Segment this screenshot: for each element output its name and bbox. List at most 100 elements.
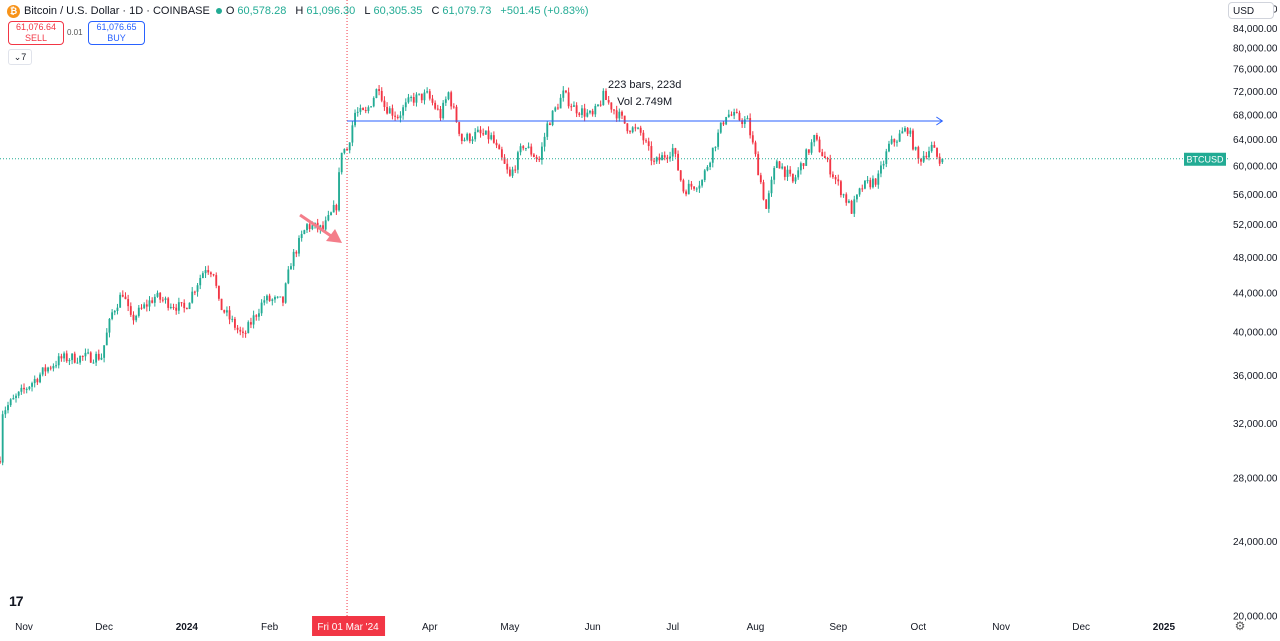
candle-body <box>810 142 813 153</box>
candle-body <box>89 352 92 363</box>
candle-body <box>121 294 124 297</box>
candle-body <box>783 166 786 177</box>
candle <box>116 303 119 315</box>
candle-body <box>565 90 567 93</box>
candle <box>818 136 821 153</box>
candle <box>466 132 469 142</box>
candle <box>618 108 621 122</box>
candle <box>185 307 188 310</box>
candle-body <box>557 107 559 109</box>
candle-body <box>711 147 714 163</box>
buy-button[interactable]: 61,076.65 BUY <box>88 21 145 45</box>
candle-body <box>81 356 84 358</box>
candle <box>60 353 63 362</box>
candle-body <box>412 97 415 103</box>
time-axis[interactable]: Nov Dec 2024 Feb Apr May Jun Jul Aug Sep Oct Nov Dec… <box>15 622 1175 633</box>
candle-body <box>148 300 151 307</box>
candle <box>156 290 159 298</box>
candle <box>845 192 848 206</box>
candle <box>794 174 797 184</box>
candle-body <box>362 108 364 110</box>
candle-body <box>15 395 17 399</box>
candle-body <box>460 133 463 142</box>
candle-body <box>474 131 477 140</box>
indicators-count: 7 <box>21 52 27 62</box>
candle <box>25 387 28 394</box>
candle <box>418 93 421 96</box>
candle-body <box>388 108 391 114</box>
sell-button[interactable]: 61,076.64 SELL <box>8 21 64 45</box>
candle-body <box>335 205 338 211</box>
candle <box>669 151 671 162</box>
candle <box>388 106 391 114</box>
candle-body <box>180 302 183 304</box>
tradingview-logo[interactable]: 17 <box>9 593 24 609</box>
candle <box>209 271 212 278</box>
candle-body <box>423 92 426 101</box>
candle <box>164 296 167 304</box>
candle <box>172 303 175 310</box>
price-axis[interactable]: 88,000.0084,000.0080,000.0076,000.0072,0… <box>1228 0 1280 636</box>
candle <box>15 393 17 403</box>
candle <box>615 105 618 122</box>
candle-body <box>484 130 487 135</box>
candle <box>890 135 893 145</box>
price-tick-label: 68,000.00 <box>1233 110 1278 121</box>
candle <box>789 166 792 177</box>
candle-body <box>276 296 279 298</box>
price-tick-label: 32,000.00 <box>1233 419 1278 430</box>
candle <box>621 110 623 120</box>
candle-body <box>885 151 888 164</box>
candle <box>807 149 810 155</box>
candle <box>295 250 298 258</box>
cursor-date-badge[interactable]: Fri 01 Mar '24 <box>312 616 386 636</box>
candle-body <box>591 110 594 115</box>
candle-body <box>821 152 824 157</box>
candle-body <box>650 146 653 161</box>
candle-body <box>880 165 882 174</box>
candle-body <box>0 460 1 463</box>
currency-selector[interactable]: USD <box>1228 2 1274 19</box>
gear-icon[interactable]: ⚙ <box>1234 619 1246 633</box>
candle-body <box>274 297 276 300</box>
candle <box>749 113 752 139</box>
high-key: H <box>295 5 304 17</box>
candle <box>55 360 57 369</box>
candle-body <box>495 142 498 146</box>
candle <box>444 96 447 106</box>
candle <box>324 216 327 233</box>
candle <box>783 166 786 181</box>
candle-body <box>575 105 578 114</box>
candle <box>880 161 882 178</box>
candle-body <box>418 93 421 95</box>
candle <box>274 295 276 303</box>
candle <box>634 123 637 132</box>
candle <box>599 100 602 107</box>
candle-body <box>551 110 554 126</box>
candle <box>834 175 837 185</box>
symbol-title[interactable]: Bitcoin / U.S. Dollar · 1D · COINBASE <box>24 5 210 17</box>
candle <box>882 160 885 170</box>
candle-body <box>807 149 810 153</box>
candle-body <box>850 200 853 214</box>
price-tick-label: 36,000.00 <box>1233 371 1278 382</box>
candle <box>73 351 76 364</box>
candle-body <box>308 224 311 229</box>
candle <box>741 118 744 128</box>
indicators-toggle[interactable]: ⌄7 <box>8 49 32 65</box>
candle <box>709 161 712 171</box>
candle-body <box>175 307 178 311</box>
candle <box>223 309 226 314</box>
candle-body <box>428 91 431 99</box>
candle-body <box>917 147 920 160</box>
candle-body <box>458 122 461 134</box>
candle-body <box>901 131 904 134</box>
candle-body <box>516 152 519 170</box>
candle <box>20 384 23 395</box>
time-tick-label: Dec <box>95 622 113 633</box>
candle <box>159 292 162 303</box>
candle <box>685 189 688 197</box>
candle <box>746 115 749 120</box>
